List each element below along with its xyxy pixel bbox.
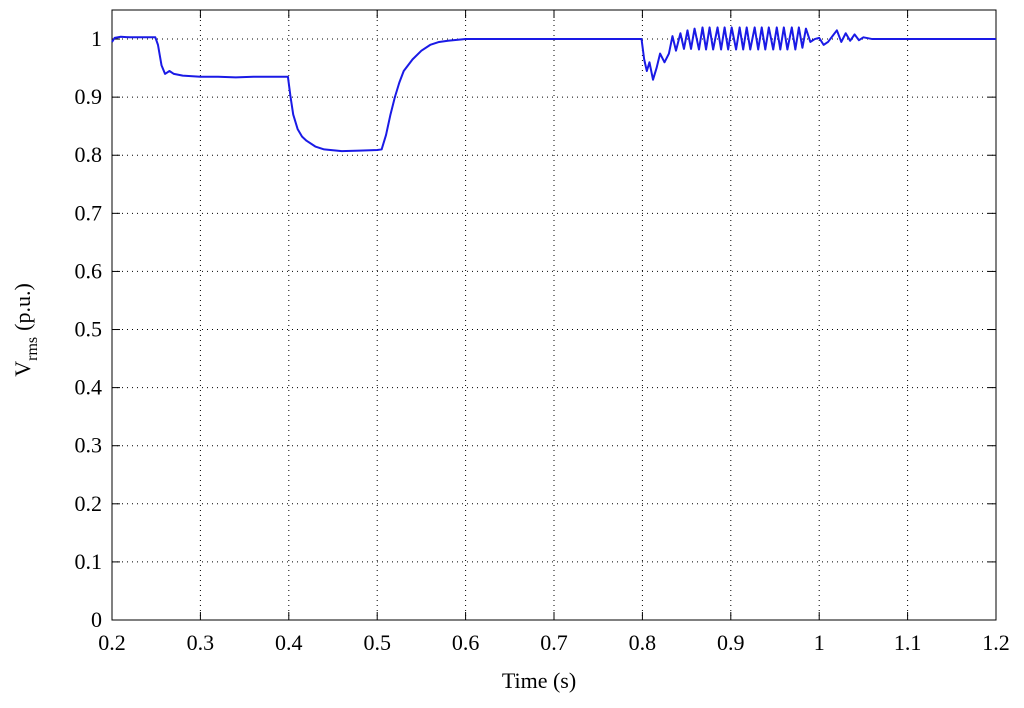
x-tick-label: 1 xyxy=(814,630,825,655)
y-tick-label: 0.2 xyxy=(75,491,103,516)
y-axis-label: Vrms (p.u.) xyxy=(10,283,41,377)
x-tick-label: 0.3 xyxy=(187,630,215,655)
y-tick-label: 0.7 xyxy=(75,200,103,225)
y-tick-label: 0 xyxy=(91,607,102,632)
y-tick-label: 0.4 xyxy=(75,375,103,400)
x-tick-label: 0.2 xyxy=(98,630,126,655)
y-tick-label: 0.1 xyxy=(75,549,103,574)
y-tick-label: 0.9 xyxy=(75,84,103,109)
y-axis-label-main: V xyxy=(10,361,35,377)
x-tick-label: 0.8 xyxy=(629,630,657,655)
data-line xyxy=(111,26,996,153)
x-tick-label: 1.1 xyxy=(894,630,922,655)
y-axis-label-sub: rms xyxy=(24,337,41,361)
plot-frame xyxy=(111,9,997,621)
y-axis-label-rest: (p.u.) xyxy=(10,283,35,331)
x-tick-label: 0.4 xyxy=(275,630,303,655)
x-tick-label: 0.5 xyxy=(363,630,391,655)
y-tick-label: 0.8 xyxy=(75,142,103,167)
x-tick-label: 0.7 xyxy=(540,630,568,655)
y-tick-label: 0.6 xyxy=(75,258,103,283)
y-tick-label: 0.3 xyxy=(75,433,103,458)
y-tick-label: 1 xyxy=(91,26,102,51)
x-tick-label: 0.9 xyxy=(717,630,745,655)
x-axis-label: Time (s) xyxy=(502,668,576,693)
y-tick-label: 0.5 xyxy=(75,317,103,342)
x-tick-label: 0.6 xyxy=(452,630,480,655)
x-tick-label: 1.2 xyxy=(982,630,1010,655)
